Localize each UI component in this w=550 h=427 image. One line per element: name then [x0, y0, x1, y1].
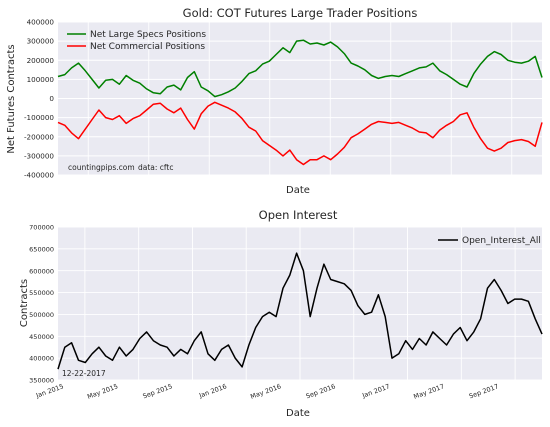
cot-series: [57, 39, 543, 166]
date-annotation: 12-22-2017: [62, 369, 106, 378]
x-tick-label: Sep 2016: [305, 382, 337, 400]
y-tick-label: 200000: [27, 56, 55, 65]
open-interest-x-ticks: Jan 2015 May 2015 Sep 2015 Jan 2016 May 2016…: [34, 382, 500, 400]
open-interest-title: Open Interest: [259, 208, 338, 222]
open-interest-series: [57, 252, 543, 370]
y-tick-label: 100000: [27, 75, 55, 84]
y-tick-label: -300000: [24, 151, 54, 160]
cot-chart: Gold: COT Futures Large Trader Positions…: [6, 6, 543, 196]
cot-x-axis-label: Date: [286, 185, 310, 196]
y-tick-label: 400000: [27, 18, 55, 27]
y-tick-label: 550000: [29, 289, 54, 297]
data-source-annotation: data: cftc: [138, 163, 174, 172]
y-tick-label: 350000: [29, 377, 54, 385]
y-tick-label: 300000: [27, 37, 55, 46]
x-tick-label: Sep 2015: [142, 382, 174, 400]
y-tick-label: 700000: [29, 224, 54, 232]
x-tick-label: Sep 2017: [468, 382, 500, 400]
series-line: [57, 39, 543, 98]
open-interest-legend: Open_Interest_All: [438, 236, 541, 246]
y-tick-label: 0: [49, 94, 54, 103]
legend-label-commercial: Net Commercial Positions: [90, 42, 205, 52]
x-tick-label: Jan 2016: [197, 382, 228, 400]
x-tick-label: May 2016: [249, 382, 282, 400]
open-interest-grid: [58, 226, 542, 381]
legend-label-open-interest: Open_Interest_All: [462, 236, 541, 246]
y-tick-label: 500000: [29, 311, 54, 319]
open-interest-y-axis-label: Contracts: [19, 279, 30, 327]
open-interest-x-axis-label: Date: [286, 408, 310, 419]
y-tick-label: 650000: [29, 245, 54, 253]
y-tick-label: 450000: [29, 333, 54, 341]
x-tick-label: Jan 2015: [34, 382, 65, 400]
y-tick-label: 600000: [29, 267, 54, 275]
y-tick-label: 400000: [29, 355, 54, 363]
series-line: [57, 101, 543, 166]
series-line: [57, 252, 543, 370]
x-tick-label: May 2015: [86, 382, 119, 400]
legend-label-large-specs: Net Large Specs Positions: [90, 30, 206, 40]
y-tick-label: -200000: [24, 132, 54, 141]
y-tick-label: -100000: [24, 113, 54, 122]
cot-y-axis-label: Net Futures Contracts: [6, 44, 17, 153]
open-interest-y-ticks: 350000 400000 450000 500000 550000 600000 6500…: [29, 224, 54, 385]
x-tick-label: Jan 2017: [360, 382, 391, 400]
x-tick-label: May 2017: [413, 382, 446, 400]
open-interest-chart: Open Interest 350000 400000 450000 500000 55…: [19, 208, 543, 419]
cot-legend: Net Large Specs Positions Net Commercial…: [67, 30, 206, 52]
cot-chart-title: Gold: COT Futures Large Trader Positions: [183, 6, 418, 20]
cot-y-ticks: 400000 300000 200000 100000 0 -100000 -200000 -…: [24, 18, 54, 180]
source-annotation: countingpips.com: [68, 163, 135, 172]
y-tick-label: -400000: [24, 171, 54, 180]
